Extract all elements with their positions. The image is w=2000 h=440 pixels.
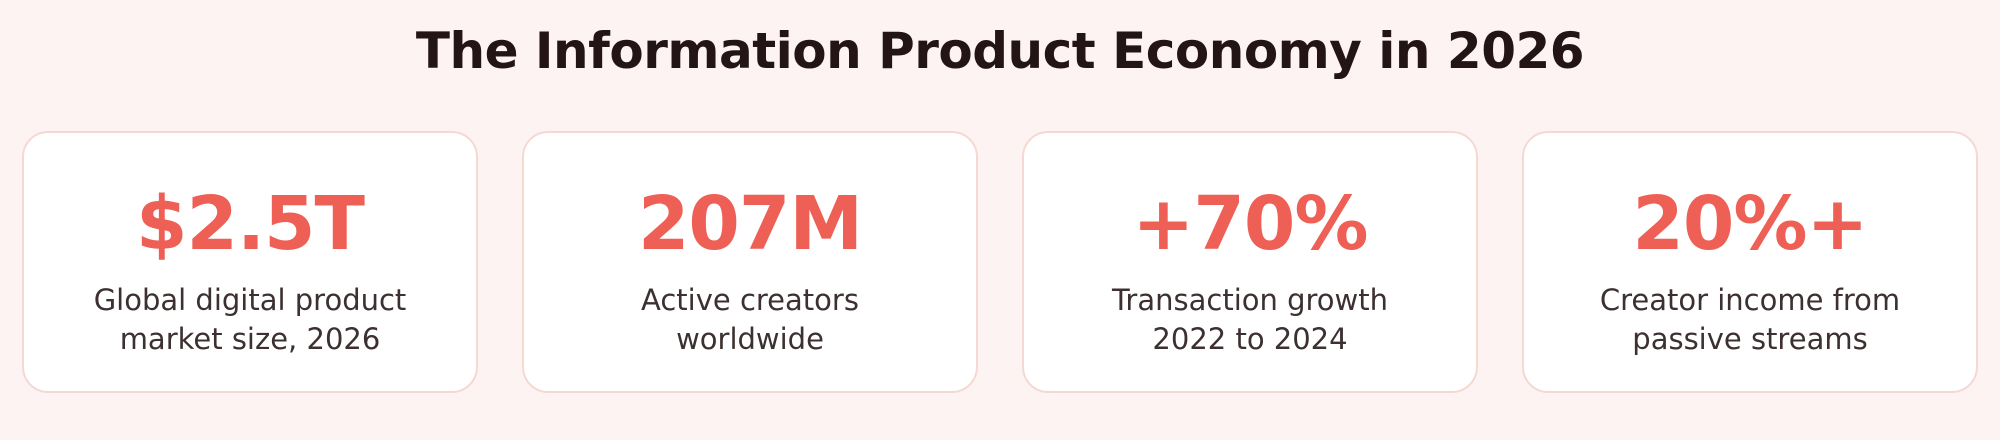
stat-label: Transaction growth 2022 to 2024 bbox=[1024, 281, 1476, 359]
stat-label-line: Global digital product bbox=[93, 283, 407, 317]
stat-value: 20%+ bbox=[1632, 181, 1868, 267]
stat-label: Creator income from passive streams bbox=[1524, 281, 1976, 359]
title: The Information Product Economy in 2026 bbox=[415, 22, 1585, 80]
stat-value: +70% bbox=[1132, 181, 1368, 267]
stat-label-line: Transaction growth bbox=[1111, 283, 1389, 317]
stat-label-line: market size, 2026 bbox=[119, 322, 381, 356]
stat-card: 20%+ Creator income from passive streams bbox=[1522, 131, 1978, 393]
stat-card: +70% Transaction growth 2022 to 2024 bbox=[1022, 131, 1478, 393]
stat-label: Global digital product market size, 2026 bbox=[24, 281, 476, 359]
stat-label-line: worldwide bbox=[676, 322, 824, 356]
stat-card: 207M Active creators worldwide bbox=[522, 131, 978, 393]
stat-value: $2.5T bbox=[135, 181, 365, 267]
stat-card: $2.5T Global digital product market size, … bbox=[22, 131, 478, 393]
stat-label-line: Active creators bbox=[641, 283, 859, 317]
stat-label-line: Creator income from bbox=[1599, 283, 1901, 317]
stat-label-line: passive streams bbox=[1632, 322, 1868, 356]
stat-label: Active creators worldwide bbox=[524, 281, 976, 359]
stat-value: 207M bbox=[637, 181, 863, 267]
stat-label-line: 2022 to 2024 bbox=[1152, 322, 1348, 356]
